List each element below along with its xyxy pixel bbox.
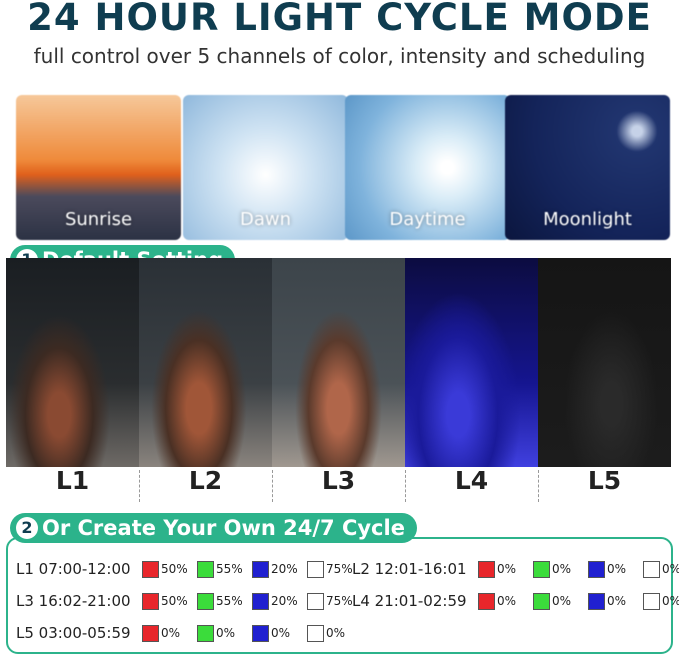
- panel-label: L5: [587, 466, 622, 495]
- tank-image: [6, 258, 139, 467]
- scene-image: Daytime: [345, 95, 510, 240]
- schedule-row: L2 12:01-16:01 0% 0% 0% 0%: [352, 559, 679, 579]
- panel-label: L4: [454, 466, 489, 495]
- channel-value: 50%: [161, 562, 188, 576]
- channel-value: 20%: [271, 594, 298, 608]
- panel-label: L3: [321, 466, 356, 495]
- scene-label: Dawn: [239, 209, 292, 230]
- separator: [405, 470, 406, 502]
- scene-label: Daytime: [389, 209, 466, 230]
- channel-value: 0%: [662, 562, 679, 576]
- badge-number: 2: [16, 517, 38, 539]
- channel-swatch: [478, 592, 495, 610]
- channel-value: 0%: [552, 594, 572, 608]
- channel-value: 0%: [271, 626, 291, 640]
- channel-swatch: [533, 592, 550, 610]
- channel-value: 0%: [216, 626, 236, 640]
- channel-swatch: [142, 624, 159, 642]
- channel-value: 0%: [552, 562, 572, 576]
- scene-image: Moonlight: [505, 95, 670, 240]
- channel-swatch: [197, 560, 214, 578]
- badge-custom: 2 Or Create Your Own 24/7 Cycle: [10, 513, 417, 543]
- separator: [139, 470, 140, 502]
- panel-label: L2: [188, 466, 223, 495]
- channel-swatch: [478, 560, 495, 578]
- tank-image: [139, 258, 272, 467]
- channel-swatch: [142, 592, 159, 610]
- schedule-row: L4 21:01-02:59 0% 0% 0% 0%: [352, 591, 679, 611]
- schedule-row: L5 03:00-05:59 0% 0% 0% 0%: [16, 623, 354, 643]
- channel-swatch: [197, 592, 214, 610]
- channel-value: 75%: [326, 562, 353, 576]
- channel-swatch: [252, 592, 269, 610]
- channel-value: 75%: [326, 594, 353, 608]
- badge-label: Or Create Your Own 24/7 Cycle: [42, 516, 405, 540]
- channel-value: 50%: [161, 594, 188, 608]
- schedule-label: L2 12:01-16:01: [352, 560, 467, 578]
- channel-swatch: [533, 560, 550, 578]
- separator: [538, 470, 539, 502]
- schedule-label: L1 07:00-12:00: [16, 560, 131, 578]
- channel-value: 0%: [607, 562, 627, 576]
- schedule-label: L4 21:01-02:59: [352, 592, 467, 610]
- tank-image: [405, 258, 538, 467]
- tank-image: [538, 258, 671, 467]
- schedule-box: L1 07:00-12:00 50% 55% 20% 75% L2 12:01-16:01…: [6, 537, 679, 654]
- channel-swatch: [307, 560, 324, 578]
- channel-swatch: [307, 624, 324, 642]
- scene-image: Sunrise: [16, 95, 181, 240]
- channel-value: 0%: [497, 594, 517, 608]
- channel-value: 0%: [662, 594, 679, 608]
- channel-value: 0%: [607, 594, 627, 608]
- separator: [272, 470, 273, 502]
- channel-swatch: [252, 624, 269, 642]
- subtitle: full control over 5 channels of color, i…: [33, 44, 646, 68]
- channel-swatch: [307, 592, 324, 610]
- schedule-label: L5 03:00-05:59: [16, 624, 131, 642]
- scene-label: Sunrise: [64, 209, 133, 230]
- schedule-label: L3 16:02-21:00: [16, 592, 131, 610]
- schedule-row: L1 07:00-12:00 50% 55% 20% 75%: [16, 559, 354, 579]
- channel-value: 55%: [216, 594, 243, 608]
- channel-swatch: [588, 560, 605, 578]
- tank-image: [272, 258, 405, 467]
- title: 24 HOUR LIGHT CYCLE MODE: [27, 0, 652, 39]
- channel-value: 0%: [497, 562, 517, 576]
- panel-label: L1: [55, 466, 90, 495]
- schedule-row: L3 16:02-21:00 50% 55% 20% 75%: [16, 591, 354, 611]
- channel-swatch: [142, 560, 159, 578]
- scene-label: Moonlight: [543, 209, 632, 230]
- scene-image: Dawn: [183, 95, 348, 240]
- channel-value: 0%: [161, 626, 181, 640]
- channel-swatch: [643, 560, 660, 578]
- channel-value: 20%: [271, 562, 298, 576]
- channel-swatch: [643, 592, 660, 610]
- channel-swatch: [197, 624, 214, 642]
- channel-swatch: [252, 560, 269, 578]
- channel-value: 55%: [216, 562, 243, 576]
- channel-swatch: [588, 592, 605, 610]
- channel-value: 0%: [326, 626, 346, 640]
